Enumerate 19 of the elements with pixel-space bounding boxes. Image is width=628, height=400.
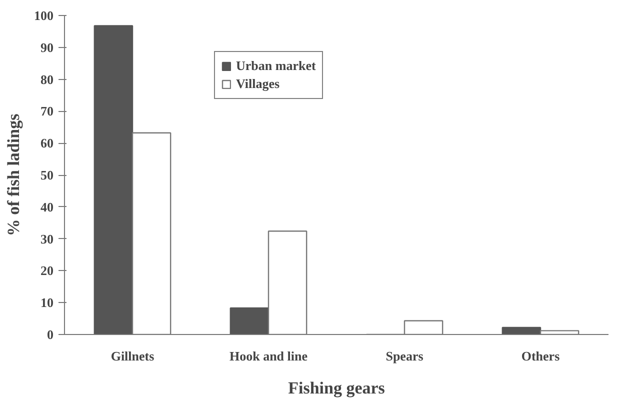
y-tick-label: 40 [40,199,54,214]
x-tick-label: Spears [386,348,424,364]
legend-label: Villages [236,76,280,92]
y-tick-label: 80 [40,72,54,87]
y-tick-label: 20 [40,263,54,278]
x-tick-label: Gillnets [110,348,154,364]
y-tick-label: 30 [40,231,54,246]
y-tick-label: 0 [47,327,54,342]
y-tick-label: 70 [40,104,54,119]
x-axis-title: Fishing gears [288,378,386,398]
x-tick-label: Hook and line [229,348,308,364]
y-tick-label: 10 [40,295,54,310]
y-tick-label: 60 [40,136,54,151]
y-tick-label: 90 [40,40,54,55]
y-tick-label: 100 [34,8,54,23]
y-axis-title: % of fish ladings [4,113,23,236]
x-tick-label: Others [521,348,560,364]
y-tick-label: 50 [40,168,54,182]
legend-label: Urban market [236,58,316,74]
